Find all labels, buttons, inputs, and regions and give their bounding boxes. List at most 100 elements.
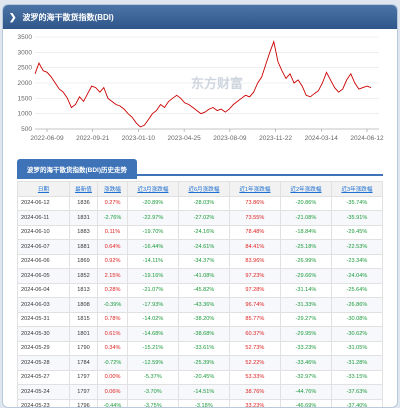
table-cell: -5.37% [126, 369, 179, 385]
table-cell: 2024-06-07 [17, 239, 70, 255]
table-row: 2024-06-06 1869 0.92% -14.11% -34.37% 83.96% -… [17, 253, 384, 269]
table-cell: 2024-06-11 [17, 210, 70, 226]
table-cell: -22.97% [126, 210, 179, 226]
table-cell: 97.23% [228, 268, 281, 284]
chevron-right-icon[interactable]: ❯ [9, 11, 17, 22]
table-row: 2024-06-04 1813 0.28% -21.07% -45.82% 97.28% -… [17, 282, 384, 298]
table-cell: 1797 [68, 369, 99, 385]
table-row: 2024-05-27 1797 0.00% -5.37% -20.45% 53.33% -3… [17, 369, 384, 385]
table-cell: -33.23% [279, 340, 332, 356]
table-cell: -31.33% [279, 297, 332, 313]
table-cell: -14.51% [177, 384, 230, 400]
table-cell: -30.62% [330, 326, 384, 342]
chart-svg: 500 1000 1500 2000 2500 3000 3500 2022-06-09 202… [18, 34, 384, 142]
table-cell: 1831 [68, 210, 99, 226]
table-row: 2024-06-05 1852 2.15% -19.16% -41.08% 97.23% -… [17, 268, 384, 284]
x-tick-label: 2024-06-12 [350, 135, 384, 142]
table-row: 2024-05-24 1797 0.06% -3.70% -14.51% 38.76% -4… [17, 384, 384, 400]
table-cell: -27.02% [177, 210, 230, 226]
x-tick-label: 2023-04-25 [168, 135, 202, 142]
table-cell: 1881 [68, 239, 99, 255]
watermark-text: 东方财富 [191, 76, 243, 91]
table-cell: 52.22% [228, 355, 281, 371]
column-header[interactable]: 近1年涨跌幅 [228, 181, 281, 197]
table-cell: 0.34% [97, 340, 128, 356]
column-header[interactable]: 最新值 [68, 181, 99, 197]
table-cell: 60.37% [228, 326, 281, 342]
table-cell: -26.99% [279, 253, 332, 269]
table-cell: 1852 [68, 268, 99, 284]
y-tick-label: 2500 [18, 65, 33, 72]
table-cell: 2024-06-04 [17, 282, 70, 298]
panel-title: 波罗的海干散货指数(BDI) [22, 12, 114, 22]
x-tick-label: 2023-08-09 [213, 135, 247, 142]
table-cell: -24.04% [330, 268, 384, 284]
table-cell: -38.68% [177, 326, 230, 342]
column-header[interactable]: 近2年涨跌幅 [279, 181, 332, 197]
table-cell: -0.72% [97, 355, 128, 371]
column-header[interactable]: 涨跌幅 [97, 181, 128, 197]
table-cell: -26.86% [330, 297, 384, 313]
table-cell: -19.16% [126, 268, 179, 284]
table-cell: 78.48% [228, 224, 281, 240]
history-tab[interactable]: 波罗的海干散货指数(BDI)历史走势 [17, 159, 138, 179]
table-cell: 2024-05-31 [17, 311, 70, 327]
table-cell: -32.97% [279, 369, 332, 385]
table-cell: -25.39% [177, 355, 230, 371]
table-cell: 0.28% [97, 282, 128, 298]
x-tick-label: 2022-06-09 [30, 135, 64, 142]
table-cell: 2024-05-23 [17, 398, 70, 407]
column-header[interactable]: 近6月涨跌幅 [177, 181, 230, 197]
table-cell: 83.96% [228, 253, 281, 269]
table-cell: 96.74% [228, 297, 281, 313]
table-cell: -14.68% [126, 326, 179, 342]
table-cell: -24.61% [177, 239, 230, 255]
table-cell: -34.37% [177, 253, 230, 269]
table-cell: 1808 [68, 297, 99, 313]
table-cell: 38.76% [228, 384, 281, 400]
table-cell: -17.93% [126, 297, 179, 313]
y-tick-label: 3000 [18, 49, 33, 56]
table-cell: -33.61% [177, 340, 230, 356]
table-cell: 2024-06-03 [17, 297, 70, 313]
table-cell: -29.95% [279, 326, 332, 342]
table-cell: -43.36% [177, 297, 230, 313]
table-cell: -14.11% [126, 253, 179, 269]
x-tick-label: 2022-09-21 [76, 135, 110, 142]
table-cell: -28.03% [177, 195, 230, 211]
table-cell: -31.28% [330, 355, 384, 371]
table-cell: 1815 [68, 311, 99, 327]
table-cell: -35.91% [330, 210, 384, 226]
table-cell: -30.08% [330, 311, 384, 327]
table-cell: -21.08% [279, 210, 332, 226]
table-cell: 2.15% [97, 268, 128, 284]
table-cell: -0.44% [97, 398, 128, 407]
column-header[interactable]: 近3月涨跌幅 [126, 181, 179, 197]
table-cell: -31.05% [330, 340, 384, 356]
series-line [34, 39, 372, 128]
table-cell: -25.64% [330, 282, 384, 298]
table-row: 2024-05-23 1796 -0.44% -3.75% -3.18% 33.23% -4… [17, 398, 384, 407]
table-cell: -19.70% [126, 224, 179, 240]
column-header[interactable]: 近3年涨跌幅 [330, 181, 384, 197]
table-cell: 0.27% [97, 195, 128, 211]
table-row: 2024-05-30 1801 0.61% -14.68% -38.68% 60.37% -… [17, 326, 384, 342]
table-cell: -29.27% [279, 311, 332, 327]
table-cell: 0.61% [97, 326, 128, 342]
table-row: 2024-06-10 1883 0.11% -19.70% -24.16% 78.48% -… [17, 224, 384, 240]
table-header-row: 日期 最新值 涨跌幅 近3月涨跌幅 近6月涨跌幅 近1年涨跌幅 近2年涨跌幅 近3年涨跌幅 [17, 181, 384, 197]
table-cell: -15.21% [126, 340, 179, 356]
column-header[interactable]: 日期 [17, 181, 70, 197]
bdi-line-chart: 500 1000 1500 2000 2500 3000 3500 2022-06-09 202… [3, 29, 397, 149]
table-cell: -20.89% [126, 195, 179, 211]
x-tick-label: 2024-03-14 [305, 135, 339, 142]
history-table: 日期 最新值 涨跌幅 近3月涨跌幅 近6月涨跌幅 近1年涨跌幅 近2年涨跌幅 近3年涨跌幅 2… [17, 181, 384, 407]
table-cell: -41.08% [177, 268, 230, 284]
table-row: 2024-05-28 1784 -0.72% -12.59% -25.39% 52.22%… [17, 355, 384, 371]
table-cell: 2024-06-06 [17, 253, 70, 269]
table-cell: -31.14% [279, 282, 332, 298]
panel-header: ❯ 波罗的海干散货指数(BDI) [3, 5, 397, 29]
table-cell: -12.59% [126, 355, 179, 371]
table-cell: -29.66% [279, 268, 332, 284]
table-cell: -18.84% [279, 224, 332, 240]
